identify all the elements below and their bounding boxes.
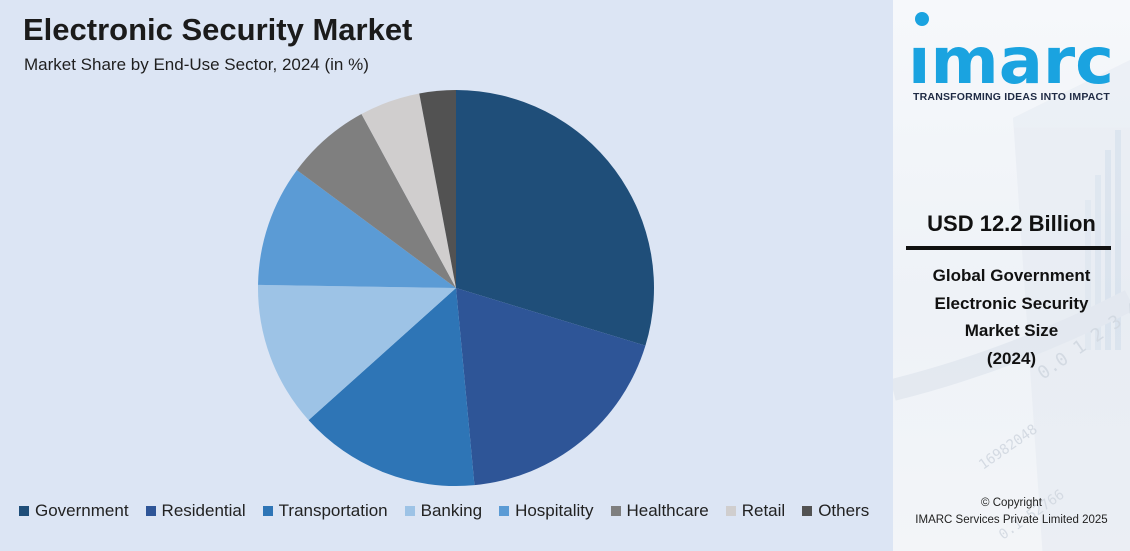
copyright-line-1: © Copyright	[981, 497, 1042, 509]
legend-item-others: Others	[802, 501, 869, 521]
legend-label: Retail	[741, 501, 786, 520]
caption-line-3: Market Size	[964, 321, 1059, 340]
legend-label: Transportation	[278, 501, 388, 520]
legend-item-government: Government	[19, 501, 129, 521]
pie-slice-residential	[456, 288, 646, 486]
caption-line-2: Electronic Security	[934, 293, 1089, 313]
legend-label: Banking	[420, 501, 483, 520]
copyright: © Copyright IMARC Services Private Limit…	[901, 495, 1122, 529]
svg-text:ımarc: ımarc	[908, 25, 1114, 90]
chart-legend: Government Residential Transportation Banki…	[19, 501, 869, 521]
market-caption: Global Government Electronic Security Ma…	[905, 262, 1118, 372]
pie-slice-banking	[257, 284, 456, 421]
legend-item-residential: Residential	[145, 501, 246, 521]
caption-line-4: (2024)	[986, 348, 1037, 368]
legend-label: Hospitality	[515, 501, 594, 520]
pie-slice-others	[419, 90, 456, 288]
divider	[906, 246, 1111, 250]
legend-swatch	[262, 506, 273, 516]
legend-swatch	[499, 506, 510, 516]
caption-line-1: Global Government	[932, 266, 1091, 285]
market-value: USD 12.2 Billion	[927, 211, 1096, 236]
legend-label: Residential	[161, 501, 246, 520]
svg-text:16982048: 16982048	[976, 421, 1040, 473]
pie-slice-hospitality	[258, 170, 456, 288]
legend-label: Others	[818, 501, 870, 520]
legend-item-banking: Banking	[404, 501, 483, 521]
legend-swatch	[145, 506, 156, 516]
info-sidebar: 0.0 1 2 3 4 16982048 0.1 52766 ımarc TRA…	[893, 0, 1130, 551]
pie-slice-transportation	[308, 288, 475, 487]
legend-swatch	[404, 506, 415, 516]
legend-item-retail: Retail	[725, 501, 786, 521]
copyright-line-2: IMARC Services Private Limited 2025	[915, 514, 1108, 526]
legend-label: Healthcare	[626, 501, 709, 520]
legend-swatch	[610, 506, 621, 516]
imarc-logo: ımarc	[908, 12, 1114, 90]
background-chart-art: 0.0 1 2 3 4 16982048 0.1 52766	[893, 60, 1130, 551]
legend-swatch	[19, 506, 29, 516]
legend-swatch	[725, 506, 736, 516]
chart-subtitle: Market Share by End-Use Sector, 2024 (in…	[24, 55, 369, 74]
chart-panel: Electronic Security Market Market Share …	[0, 0, 893, 551]
pie-slice-healthcare	[296, 114, 456, 289]
legend-item-hospitality: Hospitality	[499, 501, 594, 521]
legend-item-transportation: Transportation	[262, 501, 388, 521]
legend-item-healthcare: Healthcare	[610, 501, 709, 521]
chart-title: Electronic Security Market	[23, 12, 413, 47]
brand-tagline: TRANSFORMING IDEAS INTO IMPACT	[913, 91, 1110, 103]
pie-slice-retail	[361, 93, 456, 288]
pie-chart	[257, 90, 655, 487]
legend-label: Government	[35, 501, 129, 520]
legend-swatch	[802, 506, 813, 516]
pie-slice-government	[456, 90, 655, 346]
